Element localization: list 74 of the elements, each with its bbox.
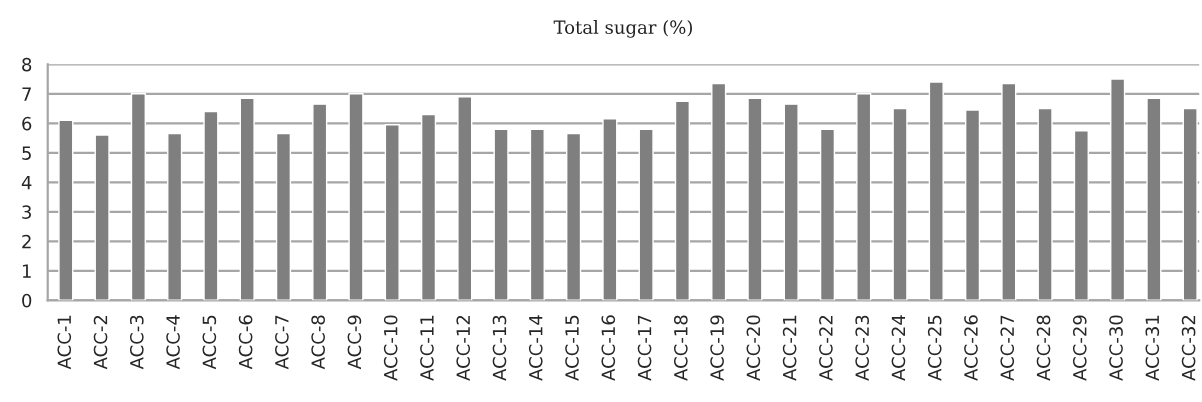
bar [167, 132, 183, 301]
x-tick-label: ACC-16 [601, 315, 616, 381]
x-tick-label: ACC-1 [57, 315, 72, 370]
x-tick-label: ACC-9 [347, 315, 362, 370]
x-tick-label: ACC-23 [855, 315, 869, 381]
bar [1001, 82, 1017, 301]
x-tick-label: ACC-17 [637, 315, 652, 381]
x-tick-label: ACC-14 [528, 315, 543, 381]
chart-title: Total sugar (%) [553, 20, 692, 38]
bar [94, 134, 110, 301]
y-tick-label: 1 [22, 264, 31, 278]
x-tick-label: ACC-26 [964, 315, 978, 381]
y-tick-label: 7 [22, 87, 31, 101]
bar [1073, 129, 1089, 301]
bar [130, 93, 146, 301]
y-tick-label: 6 [22, 116, 32, 131]
x-tick-label: ACC-15 [565, 315, 579, 381]
bar [928, 81, 944, 301]
y-tick-label: 8 [22, 57, 32, 72]
x-tick-label: ACC-27 [1000, 315, 1015, 381]
x-tick-label: ACC-31 [1145, 315, 1160, 381]
x-tick-label: ACC-13 [492, 315, 507, 381]
x-tick-label: ACC-29 [1072, 315, 1087, 381]
x-tick-label: ACC-12 [456, 315, 471, 381]
x-tick-label: ACC-5 [202, 315, 217, 370]
x-tick-label: ACC-10 [383, 315, 398, 381]
bar [892, 107, 908, 301]
x-tick-label: ACC-22 [819, 315, 833, 381]
y-tick-label: 0 [22, 293, 32, 308]
bar [602, 118, 618, 301]
bar [493, 128, 509, 301]
bar [529, 128, 545, 301]
y-tick-label: 4 [21, 176, 32, 190]
bar [674, 100, 690, 301]
bar [457, 96, 473, 301]
bar [1146, 97, 1162, 301]
x-tick-label: ACC-3 [129, 315, 144, 370]
x-tick-label: ACC-21 [782, 315, 797, 381]
bar [348, 93, 364, 301]
bar [1037, 107, 1053, 301]
y-tick-label: 3 [22, 205, 31, 219]
bar [964, 109, 981, 301]
bar [783, 103, 799, 301]
x-tick-label: ACC-25 [927, 315, 942, 381]
bar [203, 110, 219, 301]
x-tick-label: ACC-32 [1181, 315, 1196, 381]
bar [856, 93, 872, 301]
bar [747, 97, 763, 301]
x-tick-label: ACC-28 [1036, 315, 1051, 381]
y-tick-label: 5 [22, 146, 31, 160]
bar [239, 97, 255, 301]
x-tick-label: ACC-20 [746, 315, 761, 381]
x-tick-label: ACC-6 [238, 315, 253, 370]
x-tick-label: ACC-18 [673, 315, 688, 381]
x-tick-label: ACC-19 [710, 315, 724, 381]
bar [275, 132, 292, 301]
bar [1182, 107, 1198, 301]
x-tick-label: ACC-2 [93, 315, 108, 370]
x-tick-label: ACC-11 [420, 315, 434, 381]
x-tick-label: ACC-24 [891, 315, 906, 381]
bar [384, 124, 400, 301]
bar [566, 132, 582, 301]
bar [1110, 78, 1126, 301]
bar [638, 128, 654, 301]
bar [711, 82, 727, 301]
bar [58, 119, 74, 301]
x-tick-label: ACC-30 [1109, 315, 1123, 381]
bar [420, 113, 437, 301]
x-tick-label: ACC-4 [166, 315, 180, 370]
x-tick-label: ACC-8 [311, 315, 325, 370]
y-tick-label: 2 [22, 234, 31, 249]
bar [819, 128, 836, 301]
x-tick-label: ACC-7 [275, 315, 289, 370]
bar [312, 103, 328, 301]
